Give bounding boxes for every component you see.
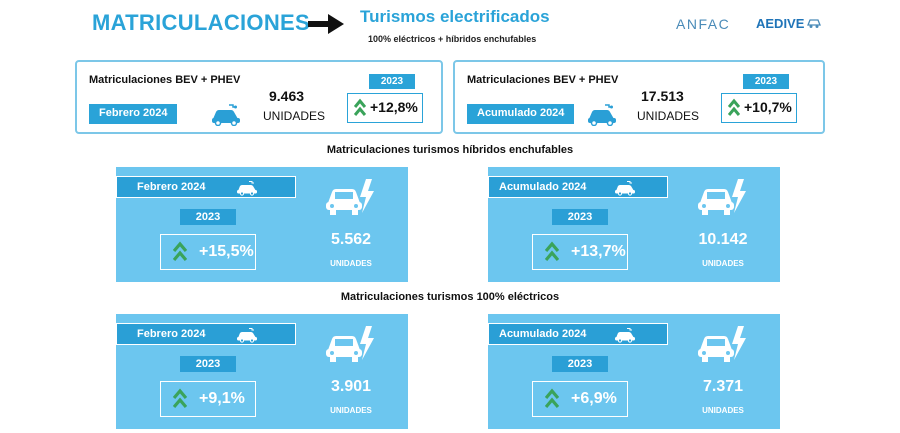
panel-period-label: Febrero 2024 xyxy=(137,181,206,193)
panel-phev-accumulated: Acumulado 2024 2023 +13,7% 10.142 UNIDAD… xyxy=(488,167,780,282)
electric-car-icon xyxy=(237,328,257,343)
summary-year-badge: 2023 xyxy=(743,74,789,89)
panel-change-value: +6,9% xyxy=(571,390,617,407)
double-chevron-up-icon xyxy=(173,388,187,409)
double-chevron-up-icon xyxy=(173,241,187,262)
summary-units: UNIDADES xyxy=(263,109,326,123)
panel-phev-february: Febrero 2024 2023 +15,5% 5.562 UNIDADES xyxy=(116,167,408,282)
electric-car-icon xyxy=(212,104,240,126)
electric-car-bolt-icon xyxy=(326,326,374,362)
panel-bev-accumulated: Acumulado 2024 2023 +6,9% 7.371 UNIDADES xyxy=(488,314,780,429)
panel-period-label: Febrero 2024 xyxy=(137,328,206,340)
summary-change-box: +10,7% xyxy=(721,93,797,123)
page-subtitle: Turismos electrificados xyxy=(360,7,550,26)
panel-year-badge: 2023 xyxy=(180,356,236,372)
section-title-phev: Matriculaciones turismos híbridos enchuf… xyxy=(326,144,574,156)
panel-value: 3.901 xyxy=(330,378,372,395)
panel-period-label: Acumulado 2024 xyxy=(499,181,587,193)
panel-bev-february: Febrero 2024 2023 +9,1% 3.901 UNIDADES xyxy=(116,314,408,429)
panel-units: UNIDADES xyxy=(330,406,372,415)
page-subtitle-detail: 100% eléctricos + híbridos enchufables xyxy=(368,34,537,44)
summary-change-value: +10,7% xyxy=(744,99,792,115)
panel-change-value: +9,1% xyxy=(199,390,245,407)
panel-year-badge: 2023 xyxy=(552,209,608,225)
panel-period-tab: Acumulado 2024 xyxy=(488,323,668,345)
right-arrow-icon xyxy=(308,14,344,34)
electric-car-icon xyxy=(615,181,635,196)
panel-value: 10.142 xyxy=(698,231,748,248)
summary-box-accumulated: Matriculaciones BEV + PHEV Acumulado 202… xyxy=(453,60,825,134)
electric-car-bolt-icon xyxy=(698,326,746,362)
panel-value: 5.562 xyxy=(330,231,372,248)
summary-label: Matriculaciones BEV + PHEV xyxy=(467,74,619,86)
panel-units: UNIDADES xyxy=(702,259,744,268)
anfac-logo: ANFAC xyxy=(676,16,731,32)
summary-label: Matriculaciones BEV + PHEV xyxy=(89,74,241,86)
panel-change-box: +13,7% xyxy=(532,234,628,270)
summary-year-badge: 2023 xyxy=(369,74,415,89)
panel-units: UNIDADES xyxy=(330,259,372,268)
panel-change-value: +13,7% xyxy=(571,243,626,260)
panel-change-box: +15,5% xyxy=(160,234,256,270)
panel-change-box: +6,9% xyxy=(532,381,628,417)
double-chevron-up-icon xyxy=(545,388,559,409)
aedive-logo: AEDIVE xyxy=(756,16,805,31)
panel-change-box: +9,1% xyxy=(160,381,256,417)
panel-period-tab: Febrero 2024 xyxy=(116,323,296,345)
double-chevron-up-icon xyxy=(728,98,740,116)
summary-value: 17.513 xyxy=(641,88,684,104)
electric-car-icon xyxy=(237,181,257,196)
summary-box-february: Matriculaciones BEV + PHEV Febrero 2024 … xyxy=(75,60,443,134)
electric-car-bolt-icon xyxy=(698,179,746,215)
summary-period-chip: Acumulado 2024 xyxy=(467,104,575,124)
panel-year-badge: 2023 xyxy=(552,356,608,372)
panel-period-tab: Acumulado 2024 xyxy=(488,176,668,198)
section-title-bev: Matriculaciones turismos 100% eléctricos xyxy=(340,291,560,303)
panel-value: 7.371 xyxy=(702,378,744,395)
summary-change-box: +12,8% xyxy=(347,93,423,123)
summary-change-value: +12,8% xyxy=(370,99,418,115)
panel-period-tab: Febrero 2024 xyxy=(116,176,296,198)
electric-car-icon xyxy=(615,328,635,343)
double-chevron-up-icon xyxy=(545,241,559,262)
panel-period-label: Acumulado 2024 xyxy=(499,328,587,340)
panel-change-value: +15,5% xyxy=(199,243,254,260)
summary-value: 9.463 xyxy=(269,88,305,104)
electric-car-bolt-icon xyxy=(326,179,374,215)
electric-car-icon xyxy=(588,104,616,126)
panel-year-badge: 2023 xyxy=(180,209,236,225)
panel-units: UNIDADES xyxy=(702,406,744,415)
aedive-car-icon xyxy=(807,19,821,28)
summary-units: UNIDADES xyxy=(637,109,700,123)
page-title: MATRICULACIONES xyxy=(92,10,310,35)
double-chevron-up-icon xyxy=(354,98,366,116)
summary-period-chip: Febrero 2024 xyxy=(89,104,178,124)
